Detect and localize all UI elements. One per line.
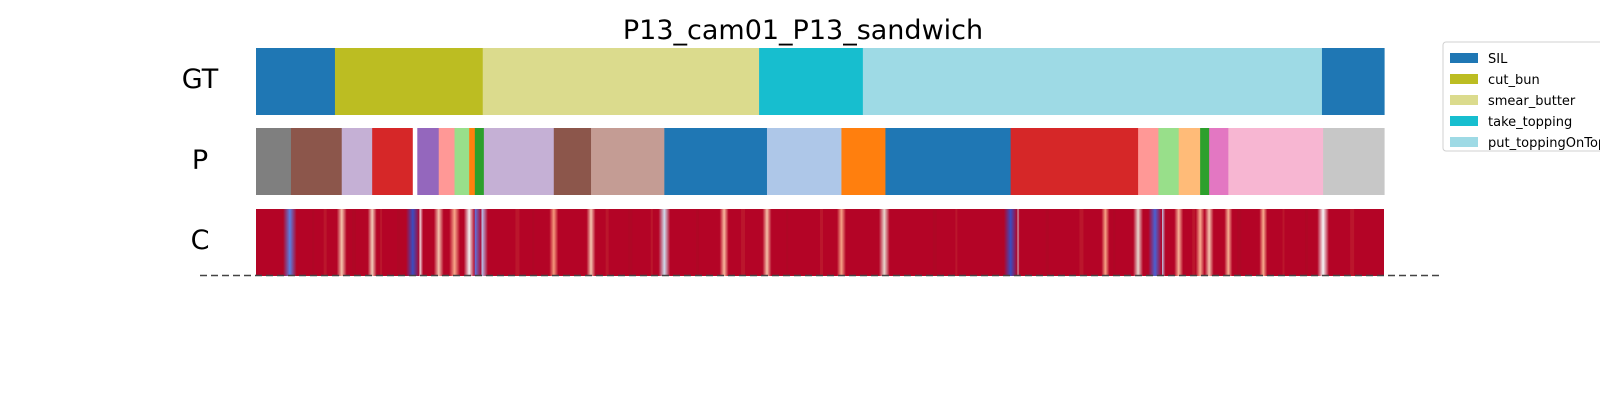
p-segment-6 — [438, 128, 456, 195]
confidence-strip — [256, 209, 1384, 276]
p-segment-11 — [553, 128, 592, 195]
confidence-streak-23 — [1350, 209, 1355, 276]
p-segment-23 — [1228, 128, 1324, 195]
p-segment-19 — [1158, 128, 1180, 195]
p-segment-5 — [417, 128, 440, 195]
p-segment-0 — [256, 128, 292, 195]
confidence-streak-7 — [605, 209, 609, 276]
p-segment-8 — [469, 128, 476, 195]
p-segment-18 — [1138, 128, 1159, 195]
confidence-streak-19 — [1192, 209, 1196, 276]
confidence-streak-4 — [397, 209, 400, 276]
p-segment-15 — [841, 128, 887, 195]
gt-segment-2 — [482, 48, 760, 115]
legend-label-1: cut_bun — [1488, 73, 1540, 88]
confidence-texture — [312, 209, 1355, 276]
gt-segment-4 — [862, 48, 1323, 115]
confidence-streak-5 — [515, 209, 520, 276]
confidence-streak-14 — [932, 209, 937, 276]
legend-label-3: take_topping — [1488, 115, 1572, 130]
p-segment-17 — [1010, 128, 1139, 195]
confidence-streak-22 — [1305, 209, 1309, 276]
row-label-p: P — [192, 145, 208, 176]
legend: SIL cut_bun smear_butter take_topping put_to… — [1442, 41, 1600, 152]
row-label-c: C — [191, 225, 210, 256]
p-segment-4 — [412, 128, 418, 195]
confidence-streak-2 — [351, 209, 356, 276]
confidence-streak-18 — [1113, 209, 1116, 276]
legend-swatch-3 — [1450, 116, 1478, 126]
gt-segment-0 — [256, 48, 336, 115]
confidence-streak-16 — [1045, 209, 1049, 276]
confidence-streak-1 — [323, 209, 327, 276]
p-segment-21 — [1200, 128, 1210, 195]
p-segment-2 — [341, 128, 373, 195]
gt-segment-5 — [1321, 48, 1385, 115]
chart-title: P13_cam01_P13_sandwich — [623, 15, 983, 46]
confidence-streak-9 — [650, 209, 653, 276]
legend-swatch-1 — [1450, 74, 1478, 84]
confidence-streak-6 — [532, 209, 535, 276]
legend-swatch-0 — [1450, 53, 1478, 63]
legend-swatch-4 — [1450, 137, 1478, 147]
p-segment-3 — [372, 128, 414, 195]
legend-label-2: smear_butter — [1488, 94, 1576, 109]
confidence-streak-21 — [1282, 209, 1285, 276]
confidence-streak-17 — [1079, 209, 1084, 276]
prediction-strip — [256, 128, 1385, 195]
confidence-streak-13 — [820, 209, 823, 276]
legend-label-4: put_toppingOnTop — [1488, 136, 1600, 151]
confidence-streak-15 — [955, 209, 958, 276]
confidence-streak-8 — [628, 209, 633, 276]
confidence-streak-0 — [312, 209, 315, 276]
p-segment-7 — [454, 128, 470, 195]
p-segment-1 — [290, 128, 343, 195]
p-segment-12 — [591, 128, 665, 195]
p-segment-20 — [1178, 128, 1201, 195]
gt-segment-3 — [759, 48, 864, 115]
p-segment-14 — [766, 128, 843, 195]
p-segment-9 — [474, 128, 485, 195]
confidence-streak-11 — [741, 209, 746, 276]
legend-label-0: SIL — [1488, 52, 1508, 67]
confidence-streak-10 — [695, 209, 699, 276]
p-segment-22 — [1209, 128, 1229, 195]
gt-strip — [256, 48, 1385, 115]
confidence-streak-20 — [1237, 209, 1242, 276]
p-segment-13 — [664, 128, 768, 195]
confidence-streak-12 — [786, 209, 789, 276]
p-segment-10 — [483, 128, 555, 195]
confidence-streak-3 — [380, 209, 383, 276]
legend-swatch-2 — [1450, 95, 1478, 105]
gt-segment-1 — [334, 48, 484, 115]
row-label-gt: GT — [182, 64, 219, 95]
legend-frame — [1442, 41, 1600, 152]
p-segment-16 — [885, 128, 1012, 195]
p-segment-24 — [1323, 128, 1385, 195]
